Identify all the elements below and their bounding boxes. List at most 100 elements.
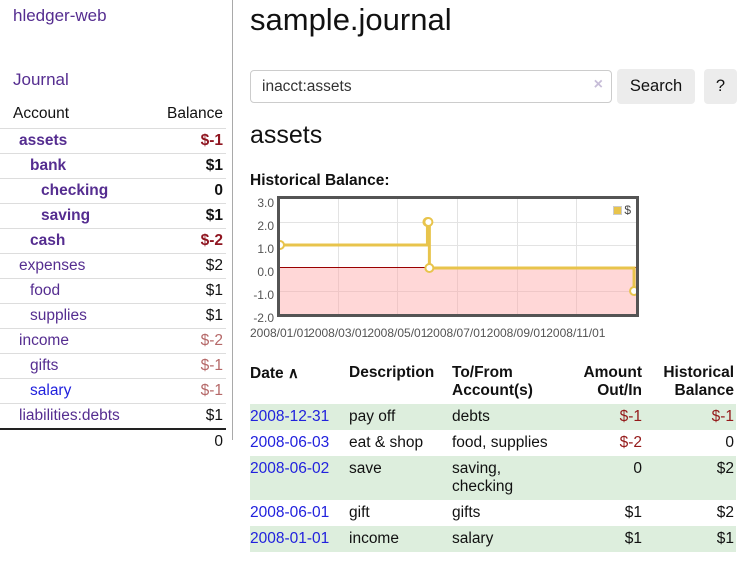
register-header-accounts: To/From Account(s) bbox=[452, 364, 533, 399]
accounts-total-row: 0 bbox=[0, 429, 226, 454]
transaction-amount: $-2 bbox=[619, 434, 642, 451]
transaction-balance: $2 bbox=[716, 460, 734, 477]
sidebar-account-link-income[interactable]: income bbox=[19, 332, 69, 349]
transaction-balance: $2 bbox=[716, 504, 734, 521]
y-axis-tick-label: 2.0 bbox=[257, 219, 274, 233]
transaction-amount: $1 bbox=[624, 504, 642, 521]
chart-plot-area: $ bbox=[277, 196, 639, 317]
transaction-date-link[interactable]: 2008-06-01 bbox=[250, 504, 330, 521]
account-row: saving $1 bbox=[0, 203, 226, 229]
x-axis-tick-label: 2008/03/01 bbox=[308, 326, 369, 340]
nav-journal-link[interactable]: Journal bbox=[13, 70, 69, 89]
transaction-description: pay off bbox=[349, 408, 396, 425]
sidebar-account-link-supplies[interactable]: supplies bbox=[30, 307, 87, 324]
x-axis-tick-label: 2008/11/01 bbox=[546, 326, 606, 340]
register-row: 2008-06-01 gift gifts $1 $2 bbox=[250, 500, 736, 526]
sidebar-account-link-saving[interactable]: saving bbox=[41, 207, 91, 224]
account-row: salary $-1 bbox=[0, 378, 226, 404]
legend-swatch-icon bbox=[613, 205, 623, 215]
vertical-gridline bbox=[517, 199, 518, 314]
data-point-marker bbox=[423, 217, 434, 227]
brand-link[interactable]: hledger-web bbox=[13, 6, 107, 25]
register-row: 2008-12-31 pay off debts $-1 $-1 bbox=[250, 404, 736, 430]
chart-negative-region bbox=[280, 268, 636, 314]
account-row: food $1 bbox=[0, 278, 226, 304]
register-header-row: Date ∧ Description To/From Account(s) Am… bbox=[250, 360, 736, 404]
transaction-date-link[interactable]: 2008-06-03 bbox=[250, 434, 330, 451]
vertical-gridline bbox=[338, 199, 339, 314]
search-button[interactable]: Search bbox=[617, 69, 695, 104]
x-axis-tick-label: 2008/07/01 bbox=[426, 326, 487, 340]
register-table: Date ∧ Description To/From Account(s) Am… bbox=[250, 360, 736, 552]
sidebar-account-link-expenses[interactable]: expenses bbox=[19, 257, 86, 274]
sidebar-account-link-food[interactable]: food bbox=[30, 282, 61, 299]
horizontal-gridline bbox=[280, 222, 636, 223]
data-point-marker bbox=[629, 286, 636, 296]
account-balance: $-1 bbox=[200, 132, 223, 149]
y-axis-tick-label: 3.0 bbox=[257, 196, 274, 210]
sidebar-account-link-checking[interactable]: checking bbox=[41, 182, 109, 199]
account-balance: $2 bbox=[205, 257, 223, 274]
sidebar: hledger-web Journal Account Balance asse… bbox=[0, 0, 233, 450]
sort-ascending-icon: ∧ bbox=[287, 365, 299, 382]
historical-balance-chart: $ 3.0 2.0 1.0 0.0 -1.0 -2.0 2008/01/01 2008/03/… bbox=[250, 196, 736, 346]
register-header-amount: Amount Out/In bbox=[583, 364, 642, 399]
accounts-total-balance: 0 bbox=[214, 433, 223, 450]
transaction-balance: 0 bbox=[725, 434, 734, 451]
account-row: supplies $1 bbox=[0, 303, 226, 329]
account-balance: $-1 bbox=[200, 382, 223, 399]
transaction-amount: 0 bbox=[633, 460, 642, 477]
sidebar-account-link-gifts[interactable]: gifts bbox=[30, 357, 59, 374]
transaction-date-link[interactable]: 2008-01-01 bbox=[250, 530, 330, 547]
y-axis-tick-label: 0.0 bbox=[257, 265, 274, 279]
data-point-marker bbox=[280, 240, 285, 250]
transaction-balance: $1 bbox=[716, 530, 734, 547]
transaction-date-link[interactable]: 2008-12-31 bbox=[250, 408, 330, 425]
transaction-amount: $1 bbox=[624, 530, 642, 547]
transaction-description: save bbox=[349, 460, 382, 477]
account-row: checking 0 bbox=[0, 178, 226, 204]
account-row: cash $-2 bbox=[0, 228, 226, 254]
accounts-header-account: Account bbox=[13, 105, 70, 122]
transaction-accounts: saving, checking bbox=[452, 460, 514, 495]
sidebar-account-link-liabilities-debts[interactable]: liabilities:debts bbox=[19, 407, 120, 424]
search-input[interactable] bbox=[250, 70, 612, 103]
account-balance: 0 bbox=[214, 182, 223, 199]
account-heading: assets bbox=[250, 121, 323, 149]
account-balance: $1 bbox=[205, 157, 223, 174]
register-header-date[interactable]: Date ∧ bbox=[250, 365, 299, 382]
legend-label: $ bbox=[624, 203, 631, 217]
sidebar-account-link-cash[interactable]: cash bbox=[30, 232, 66, 249]
accounts-header-row: Account Balance bbox=[0, 101, 226, 129]
account-balance: $-1 bbox=[200, 357, 223, 374]
transaction-balance: $-1 bbox=[711, 408, 734, 425]
vertical-gridline bbox=[457, 199, 458, 314]
page-title: sample.journal bbox=[250, 2, 452, 37]
x-axis-tick-label: 2008/01/01 bbox=[249, 326, 311, 340]
sidebar-account-link-salary[interactable]: salary bbox=[30, 382, 72, 399]
vertical-gridline bbox=[397, 199, 398, 314]
transaction-date-link[interactable]: 2008-06-02 bbox=[250, 460, 330, 477]
sidebar-account-link-bank[interactable]: bank bbox=[30, 157, 67, 174]
x-axis-tick-label: 2008/09/01 bbox=[486, 326, 547, 340]
account-balance: $1 bbox=[205, 307, 223, 324]
search-help-button[interactable]: ? bbox=[704, 69, 737, 104]
account-row: assets $-1 bbox=[0, 128, 226, 154]
register-row: 2008-01-01 income salary $1 $1 bbox=[250, 526, 736, 552]
chart-title: Historical Balance: bbox=[250, 172, 390, 189]
transaction-amount: $-1 bbox=[619, 408, 642, 425]
vertical-gridline bbox=[576, 199, 577, 314]
transaction-description: gift bbox=[349, 504, 370, 521]
search-form: × Search ? bbox=[250, 69, 737, 104]
account-row: liabilities:debts $1 bbox=[0, 403, 226, 430]
account-balance: $-2 bbox=[200, 232, 223, 249]
register-row: 2008-06-02 save saving, checking 0 $2 bbox=[250, 456, 736, 500]
account-balance: $1 bbox=[205, 407, 223, 424]
clear-search-icon[interactable]: × bbox=[593, 76, 603, 93]
transaction-accounts: gifts bbox=[452, 504, 481, 521]
transaction-accounts: salary bbox=[452, 530, 494, 547]
sidebar-account-link-assets[interactable]: assets bbox=[19, 132, 68, 149]
account-row: bank $1 bbox=[0, 153, 226, 179]
horizontal-gridline bbox=[280, 291, 636, 292]
account-row: expenses $2 bbox=[0, 253, 226, 279]
